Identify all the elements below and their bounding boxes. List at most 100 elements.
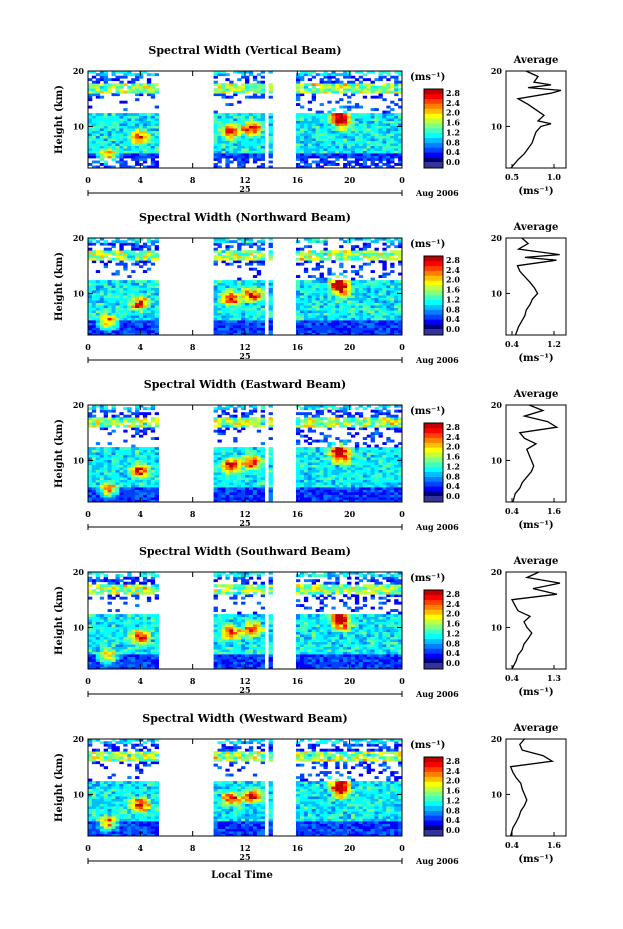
heatmap-cell	[213, 417, 218, 421]
heatmap-cell	[311, 148, 316, 151]
heatmap-cell	[229, 454, 234, 458]
heatmap-cell	[268, 287, 273, 291]
heatmap-cell	[351, 160, 356, 164]
heatmap-cell	[296, 312, 301, 316]
heatmap-cell	[347, 295, 352, 298]
heatmap-cell	[237, 469, 242, 473]
heatmap-cell	[300, 143, 305, 146]
heatmap-cell	[307, 407, 313, 411]
heatmap-cell	[111, 300, 116, 303]
heatmap-cell	[315, 459, 320, 463]
heatmap-cell	[142, 242, 148, 246]
heatmap-cell	[213, 429, 218, 433]
heatmap-cell	[327, 285, 332, 288]
heatmap-cell	[296, 280, 301, 283]
heatmap-cell	[221, 297, 226, 301]
colorbar-segment	[424, 152, 443, 158]
heatmap-cell	[150, 499, 156, 503]
heatmap-cell	[354, 287, 360, 291]
heatmap-cell	[237, 404, 242, 408]
heatmap-cell	[268, 85, 273, 89]
heatmap-cell	[107, 155, 112, 159]
heatmap-cell	[303, 237, 309, 241]
heatmap-cell	[300, 120, 305, 124]
heatmap-cell	[88, 497, 93, 500]
heatmap-cell	[139, 302, 144, 306]
heatmap-cell	[339, 424, 344, 428]
heatmap-cell	[142, 330, 148, 333]
heatmap-cell	[354, 332, 360, 336]
heatmap-cell	[146, 407, 152, 411]
colorbar-segment	[424, 260, 443, 267]
heatmap-cell	[339, 497, 344, 500]
heatmap-cell	[354, 70, 360, 74]
heatmap-cell	[233, 452, 238, 455]
heatmap-cell	[115, 447, 120, 450]
heatmap-cell	[248, 245, 254, 249]
heatmap-cell	[233, 287, 238, 291]
heatmap-cell	[343, 492, 348, 495]
heatmap-cell	[91, 237, 97, 241]
heatmap-cell	[394, 135, 399, 139]
heatmap-cell	[339, 135, 344, 139]
heatmap-cell	[311, 133, 316, 136]
heatmap-cell	[146, 135, 152, 139]
heatmap-cell	[115, 115, 120, 119]
heatmap-cell	[127, 320, 132, 323]
average-y-tick-label: 20	[491, 66, 503, 76]
heatmap-cell	[233, 447, 238, 450]
heatmap-cell	[229, 497, 234, 500]
heatmap-cell	[378, 160, 383, 164]
heatmap-cell	[398, 317, 403, 321]
heatmap-cell	[374, 115, 379, 119]
heatmap-cell	[221, 317, 226, 321]
heatmap-cell	[99, 482, 105, 485]
x-tick-label: 20	[344, 175, 356, 185]
heatmap-cell	[256, 424, 262, 428]
heatmap-cell	[390, 300, 395, 303]
heatmap-cell	[315, 474, 320, 478]
heatmap-cell	[300, 282, 305, 286]
heatmap-cell	[225, 484, 230, 488]
heatmap-cell	[103, 252, 108, 256]
heatmap-cell	[319, 257, 324, 261]
heatmap-cell	[248, 130, 254, 134]
heatmap-cell	[237, 163, 242, 166]
heatmap-cell	[268, 160, 273, 164]
heatmap-cell	[331, 252, 336, 256]
heatmap-cell	[300, 93, 305, 97]
heatmap-cell	[225, 153, 230, 156]
heatmap-cell	[119, 133, 124, 136]
heatmap-cell	[268, 155, 273, 159]
heatmap-cell	[225, 257, 230, 261]
heatmap-cell	[135, 315, 140, 318]
heatmap-cell	[229, 143, 234, 146]
heatmap-cell	[99, 287, 105, 291]
heatmap-cell	[252, 477, 258, 480]
heatmap-cell	[95, 143, 101, 146]
heatmap-cell	[88, 489, 93, 493]
heatmap-cell	[107, 474, 112, 478]
heatmap-cell	[300, 327, 305, 331]
heatmap-cell	[390, 255, 395, 259]
heatmap-cell	[303, 113, 309, 116]
heatmap-cell	[154, 257, 159, 261]
heatmap-cell	[300, 424, 305, 428]
heatmap-cell	[225, 305, 230, 308]
heatmap-cell	[237, 290, 242, 293]
heatmap-cell	[378, 312, 383, 316]
heatmap-cell	[347, 454, 352, 458]
heatmap-cell	[229, 128, 234, 131]
heatmap-cell	[268, 285, 273, 288]
heatmap-cell	[378, 120, 383, 124]
heatmap-cell	[378, 280, 383, 283]
heatmap-cell	[103, 297, 108, 301]
heatmap-cell	[390, 325, 395, 328]
heatmap-cell	[315, 277, 320, 281]
heatmap-cell	[127, 315, 132, 318]
heatmap-cell	[307, 494, 313, 498]
heatmap-cell	[296, 472, 301, 475]
colorbar-segment	[424, 113, 443, 119]
heatmap-cell	[91, 290, 97, 293]
heatmap-cell	[370, 282, 375, 286]
